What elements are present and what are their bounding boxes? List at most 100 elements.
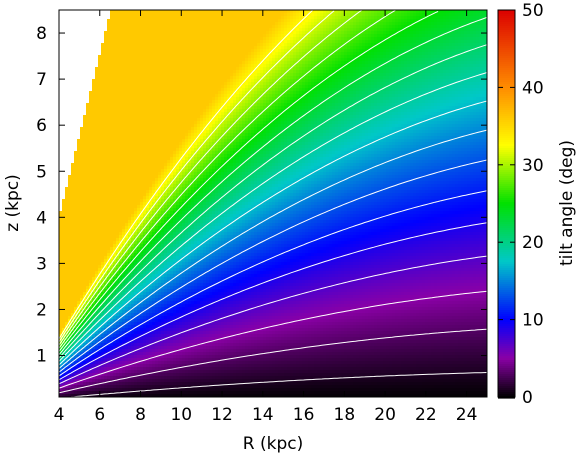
heatmap-cell <box>80 43 84 47</box>
heatmap-cell <box>62 40 66 44</box>
heatmap-cell <box>428 40 432 44</box>
heatmap-cell <box>299 10 303 14</box>
heatmap-cell <box>476 31 480 35</box>
heatmap-cell <box>407 46 411 50</box>
heatmap-cell <box>398 28 402 32</box>
heatmap-cell <box>365 19 369 23</box>
heatmap-cell <box>191 28 195 32</box>
heatmap-cell <box>314 46 318 50</box>
heatmap-cell <box>173 16 177 20</box>
heatmap-cell <box>317 13 321 17</box>
heatmap-cell <box>452 37 456 41</box>
heatmap-cell <box>128 43 132 47</box>
heatmap-cell <box>293 34 297 38</box>
heatmap-cell <box>191 10 195 14</box>
heatmap-cell <box>251 40 255 44</box>
heatmap-cell <box>302 34 306 38</box>
heatmap-cell <box>362 16 366 20</box>
heatmap-cell <box>278 31 282 35</box>
heatmap-cell <box>95 43 99 47</box>
heatmap-cell <box>236 40 240 44</box>
heatmap-cell <box>62 16 66 20</box>
heatmap-cell <box>380 34 384 38</box>
heatmap-cell <box>479 13 483 17</box>
heatmap-cell <box>407 37 411 41</box>
heatmap-cell <box>296 19 300 23</box>
heatmap-cell <box>62 22 66 26</box>
heatmap-cell <box>341 16 345 20</box>
heatmap-cell <box>377 25 381 29</box>
heatmap-cell <box>296 22 300 26</box>
heatmap-cell <box>68 37 72 41</box>
heatmap-cell <box>221 43 225 47</box>
heatmap-cell <box>359 25 363 29</box>
heatmap-cell <box>245 19 249 23</box>
heatmap-cell <box>128 40 132 44</box>
heatmap-cell <box>146 13 150 17</box>
heatmap-cell <box>272 28 276 32</box>
heatmap-cell <box>107 34 111 38</box>
heatmap-cell <box>311 34 315 38</box>
heatmap-cell <box>371 19 375 23</box>
heatmap-cell <box>326 46 330 50</box>
heatmap-cell <box>86 40 90 44</box>
heatmap-cell <box>377 22 381 26</box>
heatmap-cell <box>392 16 396 20</box>
heatmap-cell <box>200 16 204 20</box>
heatmap-cell <box>473 16 477 20</box>
heatmap-cell <box>83 25 87 29</box>
heatmap-cell <box>353 46 357 50</box>
heatmap-cell <box>209 43 213 47</box>
heatmap-cell <box>155 46 159 50</box>
heatmap-cell <box>485 37 487 41</box>
heatmap-cell <box>257 31 261 35</box>
heatmap-cell <box>59 49 63 53</box>
heatmap-cell <box>446 34 450 38</box>
heatmap-cell <box>413 28 417 32</box>
heatmap-cell <box>224 10 228 14</box>
heatmap-cell <box>233 13 237 17</box>
heatmap-cell <box>368 40 372 44</box>
heatmap-cell <box>455 16 459 20</box>
heatmap-cell <box>125 40 129 44</box>
heatmap-cell <box>272 34 276 38</box>
heatmap-cell <box>470 43 474 47</box>
heatmap-cell <box>158 28 162 32</box>
heatmap-cell <box>125 43 129 47</box>
heatmap-cell <box>149 22 153 26</box>
heatmap-cell <box>386 40 390 44</box>
heatmap-cell <box>254 13 258 17</box>
heatmap-cell <box>203 19 207 23</box>
heatmap-cell <box>86 10 90 14</box>
heatmap-cell <box>257 37 261 41</box>
heatmap-cell <box>290 37 294 41</box>
heatmap-cell <box>446 16 450 20</box>
heatmap-cell <box>359 13 363 17</box>
heatmap-cell <box>335 16 339 20</box>
heatmap-cell <box>404 40 408 44</box>
heatmap-cell <box>314 43 318 47</box>
heatmap-cell <box>464 13 468 17</box>
heatmap-cell <box>194 37 198 41</box>
heatmap-cell <box>134 43 138 47</box>
heatmap-cell <box>197 46 201 50</box>
heatmap-cell <box>62 49 66 53</box>
heatmap-cell <box>479 22 483 26</box>
heatmap-cell <box>308 34 312 38</box>
heatmap-cell <box>410 25 414 29</box>
heatmap-cell <box>203 43 207 47</box>
heatmap-cell <box>425 31 429 35</box>
heatmap-cell <box>335 13 339 17</box>
heatmap-cell <box>293 40 297 44</box>
heatmap-cell <box>458 19 462 23</box>
heatmap-cell <box>458 16 462 20</box>
heatmap-cell <box>455 22 459 26</box>
heatmap-cell <box>470 37 474 41</box>
heatmap-cell <box>476 37 480 41</box>
heatmap-cell <box>257 10 261 14</box>
heatmap-cell <box>137 40 141 44</box>
heatmap-cell <box>191 19 195 23</box>
heatmap-cell <box>467 34 471 38</box>
heatmap-cell <box>242 25 246 29</box>
heatmap-cell <box>413 40 417 44</box>
